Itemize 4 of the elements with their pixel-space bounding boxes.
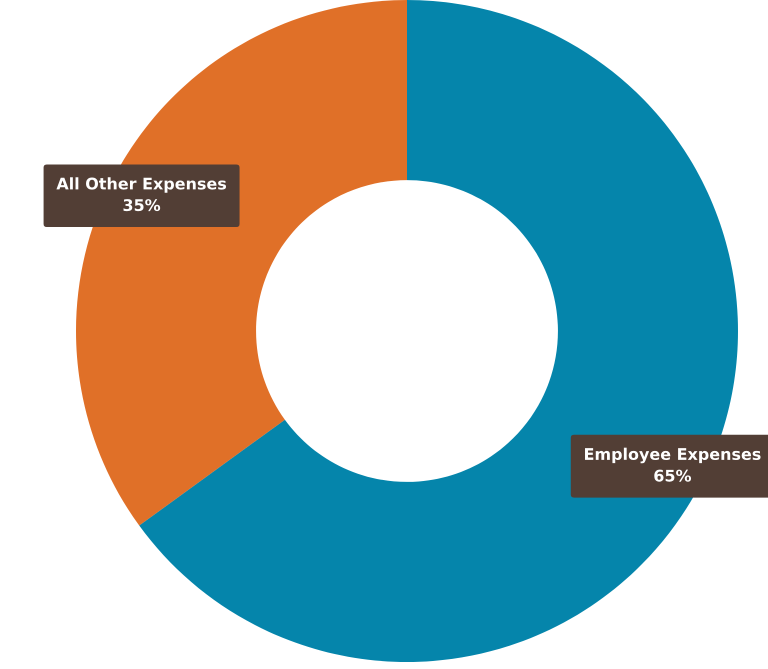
data-label: 35% — [124, 199, 160, 212]
data-label: 65% — [654, 470, 692, 482]
slice-label: All Other Expenses — [56, 177, 226, 193]
slice-label: Employee Expenses — [585, 448, 761, 464]
